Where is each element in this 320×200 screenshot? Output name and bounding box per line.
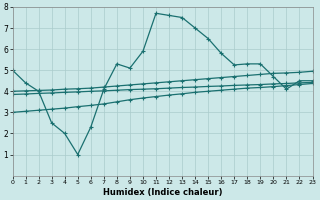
- X-axis label: Humidex (Indice chaleur): Humidex (Indice chaleur): [103, 188, 222, 197]
